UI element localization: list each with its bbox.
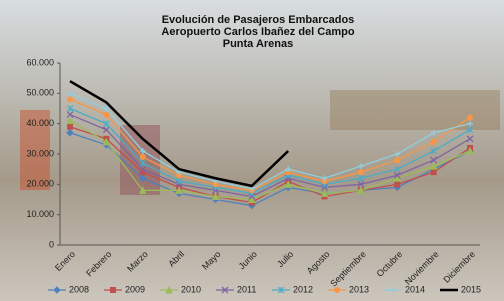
legend-marker [111,288,116,293]
marker [468,115,473,120]
marker [431,139,436,144]
chart-title: Aeropuerto Carlos Ibañez del Campo [161,26,354,38]
y-tick-label: 50.000 [26,88,54,98]
marker [68,97,73,102]
marker [104,112,109,117]
background-counter [330,90,500,130]
legend-label: 2014 [405,284,425,294]
chart-title: Punta Arenas [223,38,294,50]
legend-label: 2009 [125,284,145,294]
y-tick-label: 20.000 [26,179,54,189]
marker [431,170,436,175]
legend-label: 2008 [69,284,89,294]
legend-marker [335,288,340,293]
y-tick-label: 60.000 [26,57,54,67]
marker [358,170,363,175]
marker [395,182,400,187]
marker [395,158,400,163]
y-tick-label: 30.000 [26,148,54,158]
y-tick-label: 40.000 [26,118,54,128]
y-tick-label: 10.000 [26,209,54,219]
legend-label: 2010 [181,284,201,294]
marker [68,124,73,129]
legend-label: 2013 [349,284,369,294]
legend-label: 2012 [293,284,313,294]
marker [140,155,145,160]
legend-label: 2011 [237,284,256,294]
legend-label: 2015 [461,284,481,294]
chart: Evolución de Pasajeros EmbarcadosAeropue… [0,0,504,301]
y-tick-label: 0 [49,239,54,249]
chart-title: Evolución de Pasajeros Embarcados [162,14,355,26]
